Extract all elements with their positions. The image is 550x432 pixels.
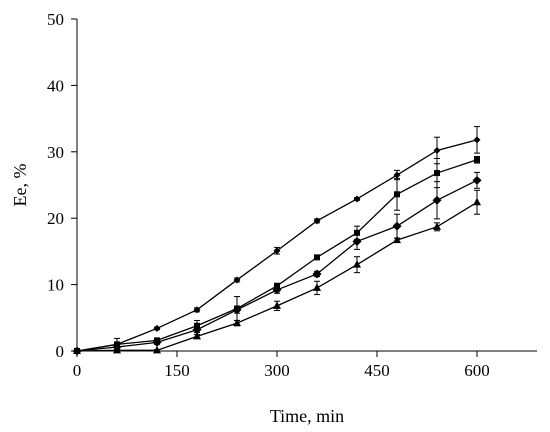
series-line (76, 201, 478, 352)
square-marker (434, 170, 440, 177)
y-tick-label: 40 (47, 76, 64, 95)
y-axis-label: Ee, % (10, 164, 30, 207)
diamond-marker (432, 195, 442, 205)
diamond-marker (272, 285, 282, 295)
series-line (76, 179, 478, 352)
x-axis-label: Time, min (270, 406, 344, 426)
diamond-marker (392, 221, 402, 231)
x-tick-label: 150 (164, 361, 190, 380)
diamond-marker (472, 175, 482, 185)
triangle-marker (473, 197, 481, 206)
y-tick-label: 10 (47, 276, 64, 295)
series-1 (73, 126, 481, 355)
triangle-marker (353, 260, 361, 268)
triangle-marker (73, 346, 81, 354)
series-2 (74, 155, 480, 354)
diamond-small-marker (393, 171, 401, 179)
x-tick-label: 300 (264, 361, 290, 380)
triangle-marker (113, 345, 121, 354)
y-tick-label: 30 (47, 143, 64, 162)
triangle-marker (233, 318, 241, 327)
x-tick-label: 450 (364, 361, 390, 380)
diamond-marker (352, 236, 362, 246)
diamond-small-marker (273, 247, 281, 255)
diamond-marker (312, 269, 322, 279)
diamond-marker (232, 305, 242, 315)
diamond-small-marker (353, 195, 361, 203)
y-tick-label: 0 (56, 342, 65, 361)
x-tick-label: 600 (464, 361, 490, 380)
series-line (76, 139, 478, 352)
square-marker (474, 156, 480, 163)
square-marker (354, 229, 360, 236)
x-tick-label: 0 (73, 361, 82, 380)
axes (76, 19, 537, 352)
diamond-small-marker (473, 136, 481, 144)
triangle-marker (313, 283, 321, 291)
square-marker (394, 191, 400, 198)
y-tick-label: 20 (47, 209, 64, 228)
diamond-marker (192, 325, 202, 335)
triangle-marker (193, 331, 201, 340)
diamond-small-marker (153, 324, 161, 332)
diamond-marker (152, 337, 162, 347)
y-ticks: 0 10 20 30 40 50 (47, 10, 77, 361)
triangle-marker (153, 345, 161, 354)
diamond-small-marker (233, 276, 241, 284)
series-layer (72, 126, 482, 356)
triangle-marker (273, 301, 281, 309)
square-marker (314, 254, 320, 261)
series-3 (72, 171, 482, 356)
triangle-marker (433, 222, 441, 230)
series-line (76, 159, 478, 352)
x-ticks: 0 150 300 450 600 (73, 351, 490, 380)
diamond-small-marker (433, 146, 441, 154)
diamond-small-marker (313, 217, 321, 225)
diamond-small-marker (193, 306, 201, 314)
triangle-marker (393, 235, 401, 244)
y-tick-label: 50 (47, 10, 64, 29)
series-4 (73, 189, 481, 354)
